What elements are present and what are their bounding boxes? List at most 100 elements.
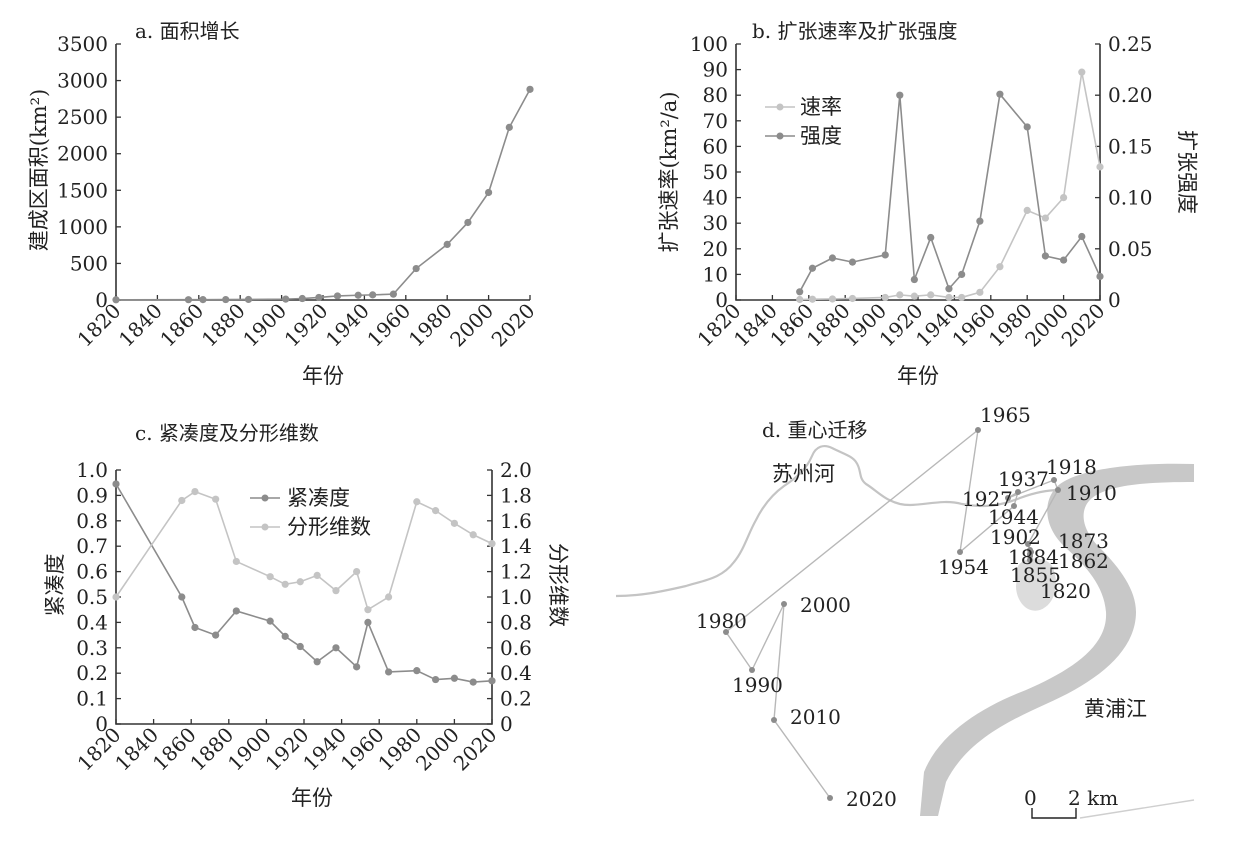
panel-b-y-label: 扩张速率(km²/a) — [657, 91, 681, 252]
y-tick-label: 0.8 — [76, 509, 108, 533]
data-point — [191, 623, 199, 632]
y2-tick-label: 0.05 — [1108, 237, 1153, 261]
x-tick-label: 2020 — [449, 723, 502, 776]
x-tick-label: 1900 — [238, 299, 291, 352]
data-point — [910, 292, 918, 300]
series-line-0 — [115, 88, 531, 301]
panel-c-y2-ticks: 00.20.40.60.81.01.21.41.61.82.0 — [487, 458, 532, 736]
y-tick-label: 0.2 — [76, 661, 108, 685]
centroid-label-2000: 2000 — [800, 593, 851, 617]
panel-b-y2-label: 扩张强度 — [1175, 130, 1199, 214]
legend-intensity-marker — [776, 132, 784, 140]
x-tick-label: 2000 — [411, 723, 464, 776]
scale-bar-line — [1031, 808, 1077, 819]
y2-tick-label: 0.15 — [1108, 134, 1153, 158]
data-point — [315, 293, 323, 302]
data-point — [958, 293, 966, 302]
data-point — [413, 498, 421, 506]
data-point — [333, 292, 342, 300]
y2-tick-label: 0.2 — [500, 687, 532, 711]
data-point — [896, 91, 904, 99]
data-point — [199, 296, 207, 304]
data-point — [958, 270, 966, 278]
y-tick-label: 3500 — [57, 32, 108, 56]
data-point — [364, 606, 372, 614]
data-point — [364, 618, 372, 627]
y-tick-label: 70 — [703, 109, 728, 133]
suzhou-creek — [615, 445, 1061, 598]
y-tick-label: 60 — [703, 134, 728, 158]
data-point — [353, 663, 361, 671]
centroid-point-1980 — [723, 629, 729, 635]
y2-tick-label: 1.6 — [500, 509, 532, 533]
centroid-point-1902 — [1025, 541, 1031, 547]
centroid-label-1902: 1902 — [990, 525, 1041, 549]
data-point — [896, 291, 904, 299]
panel-b-title: b. 扩张速率及扩张强度 — [752, 19, 958, 43]
centroid-label-1990: 1990 — [732, 673, 783, 697]
centroid-point-1965 — [975, 427, 981, 433]
y-tick-label: 0 — [95, 712, 108, 736]
data-point — [1078, 68, 1086, 76]
y2-tick-label: 2.0 — [500, 458, 532, 482]
data-point — [212, 631, 220, 639]
historic-core-area — [1016, 558, 1056, 611]
data-point — [281, 632, 289, 640]
legend-fractal-marker — [261, 523, 269, 531]
data-point — [266, 617, 274, 625]
x-tick-label: 1960 — [362, 299, 415, 352]
data-point — [191, 487, 199, 496]
data-point — [808, 295, 817, 303]
y-tick-label: 500 — [70, 251, 108, 275]
y-tick-label: 100 — [690, 32, 728, 56]
data-point — [232, 607, 240, 615]
y-tick-label: 10 — [703, 262, 728, 286]
y-tick-label: 50 — [703, 160, 728, 184]
panel-b-x-label: 年份 — [897, 364, 939, 388]
data-point — [385, 668, 393, 676]
legend-intensity-label: 强度 — [800, 124, 842, 148]
panel-b-x-ticks: 1820184018601880190019201940196019802000… — [693, 295, 1110, 352]
panel-b-legend: 速率 强度 — [765, 95, 842, 148]
y-tick-label: 0.3 — [76, 636, 108, 660]
panel-b-y2-ticks: 0 0.05 0.10 0.15 0.20 0.25 — [1095, 32, 1153, 312]
data-point — [443, 240, 451, 249]
data-point — [469, 678, 477, 686]
suzhou-creek-label: 苏州河 — [772, 462, 835, 486]
data-point — [369, 291, 377, 299]
centroid-label-1862: 1862 — [1058, 549, 1109, 573]
panel-c-compactness: c. 紧凑度及分形维数 00.10.20.30.40.50.60.70.80.9… — [43, 421, 570, 810]
x-tick-label: 1960 — [336, 723, 389, 776]
data-point — [927, 233, 935, 242]
centroid-label-1910: 1910 — [1066, 481, 1117, 505]
data-point — [266, 573, 274, 581]
data-point — [432, 507, 440, 515]
panel-c-legend: 紧凑度 分形维数 — [250, 486, 371, 539]
centroid-label-1884: 1884 — [1008, 545, 1059, 569]
data-point — [927, 291, 935, 299]
centroid-point-1944 — [1011, 503, 1017, 509]
huangpu-river — [920, 463, 1194, 816]
data-point — [1060, 256, 1068, 264]
y-tick-label: 1000 — [57, 215, 108, 239]
legend-rate-marker — [776, 103, 784, 111]
centroid-label-1873: 1873 — [1058, 529, 1109, 553]
data-point — [488, 677, 496, 685]
y-tick-label: 1500 — [57, 178, 108, 202]
data-point — [996, 90, 1004, 98]
x-tick-label: 1880 — [185, 723, 238, 776]
data-point — [1023, 206, 1031, 214]
data-point — [526, 85, 534, 93]
data-point — [432, 675, 440, 684]
x-tick-label: 1840 — [114, 299, 167, 352]
data-point — [1096, 163, 1104, 171]
data-point — [450, 519, 458, 527]
data-point — [385, 593, 393, 601]
y-tick-label: 0 — [95, 288, 108, 312]
centroid-label-1937: 1937 — [998, 467, 1049, 491]
centroid-label-1980: 1980 — [696, 609, 747, 633]
legend-compactness-marker — [261, 494, 269, 502]
data-point — [282, 295, 290, 303]
